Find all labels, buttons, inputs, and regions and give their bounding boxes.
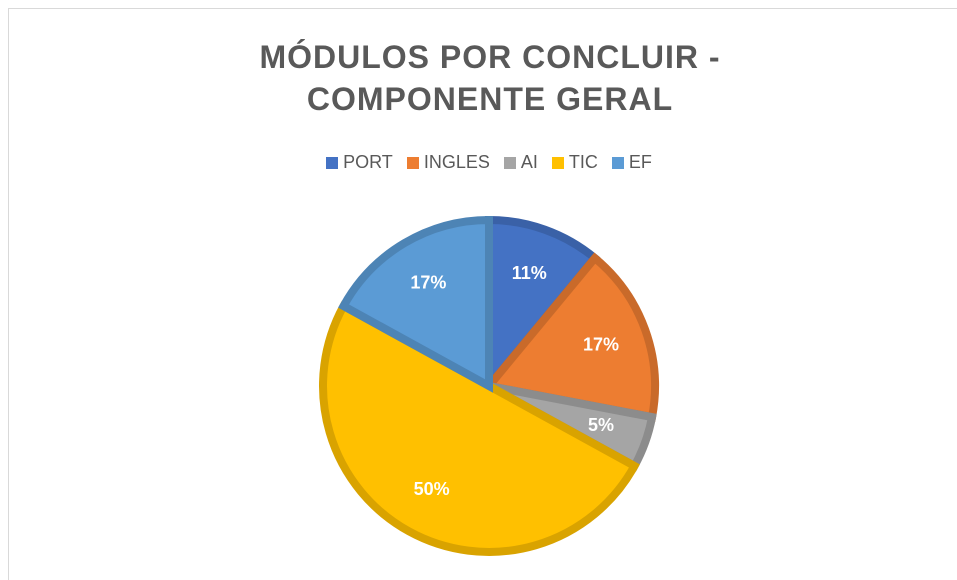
legend-label: INGLES bbox=[423, 152, 490, 172]
legend-label: AI bbox=[520, 152, 538, 172]
legend-swatch bbox=[503, 156, 516, 169]
chart-title: MÓDULOS POR CONCLUIR - COMPONENTE GERAL bbox=[259, 39, 721, 117]
data-label: 17% bbox=[410, 272, 446, 292]
legend-item: EF bbox=[611, 152, 652, 173]
data-label: 17% bbox=[583, 334, 619, 354]
legend-item: AI bbox=[503, 152, 538, 173]
chart-frame bbox=[8, 8, 957, 580]
data-label: 50% bbox=[414, 479, 450, 499]
legend-label: EF bbox=[628, 152, 652, 172]
pie-slice bbox=[481, 252, 659, 422]
legend-swatch bbox=[611, 156, 624, 169]
legend-label: TIC bbox=[568, 152, 598, 172]
pie-slice bbox=[338, 215, 493, 393]
pie-slice bbox=[319, 300, 640, 556]
pie-slice bbox=[485, 215, 601, 398]
legend-item: TIC bbox=[551, 152, 598, 173]
legend-swatch bbox=[406, 156, 419, 169]
legend-item: INGLES bbox=[406, 152, 490, 173]
legend-item: PORT bbox=[326, 152, 393, 173]
legend-label: PORT bbox=[343, 152, 393, 172]
data-label: 5% bbox=[588, 415, 614, 435]
legend-swatch bbox=[326, 156, 339, 169]
data-label: 11% bbox=[512, 263, 547, 283]
legend-swatch bbox=[551, 156, 564, 169]
legend: PORT INGLES AI TIC EF bbox=[0, 152, 957, 173]
